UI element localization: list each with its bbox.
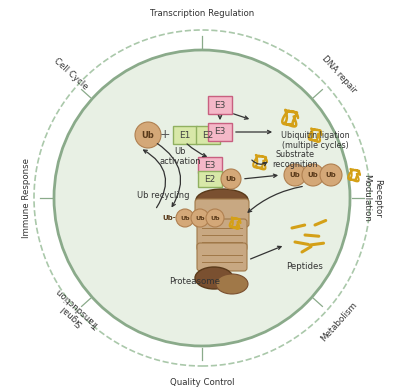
Circle shape (176, 209, 194, 227)
Text: Quality Control: Quality Control (170, 378, 234, 387)
Text: E3: E3 (204, 161, 216, 170)
Text: E3: E3 (214, 101, 226, 110)
Text: Ub: Ub (326, 172, 337, 178)
Text: Ub: Ub (290, 172, 301, 178)
Ellipse shape (196, 189, 248, 211)
Text: Peptides: Peptides (287, 262, 324, 271)
Text: Substrate
recognition: Substrate recognition (272, 150, 318, 169)
Text: Ub: Ub (180, 216, 190, 220)
Text: Ub: Ub (308, 172, 318, 178)
Text: E2: E2 (202, 131, 213, 140)
Text: DNA repair: DNA repair (320, 54, 358, 95)
Text: Ub: Ub (142, 131, 154, 140)
Text: Ub: Ub (226, 176, 237, 182)
FancyBboxPatch shape (208, 123, 232, 141)
Text: Transcription Regulation: Transcription Regulation (150, 9, 254, 18)
Text: E2: E2 (205, 174, 215, 184)
Text: E1: E1 (179, 131, 191, 140)
Text: E3: E3 (214, 128, 226, 136)
Text: +: + (160, 128, 171, 142)
Text: Ub: Ub (210, 216, 220, 220)
Text: Receptor
Modulation: Receptor Modulation (362, 174, 382, 222)
Text: Cell Cycle: Cell Cycle (52, 57, 90, 92)
Text: Ub recycling: Ub recycling (137, 190, 189, 200)
FancyBboxPatch shape (197, 219, 247, 251)
Text: Signal
Transduction: Signal Transduction (48, 285, 102, 337)
FancyBboxPatch shape (198, 157, 222, 173)
FancyBboxPatch shape (198, 171, 222, 187)
Circle shape (284, 164, 306, 186)
Text: Ubiquitin ligation
(multiple cycles): Ubiquitin ligation (multiple cycles) (281, 131, 349, 150)
Circle shape (320, 164, 342, 186)
FancyBboxPatch shape (195, 199, 249, 227)
Ellipse shape (216, 274, 248, 294)
Text: Ub: Ub (195, 216, 205, 220)
Text: Ub
activation: Ub activation (159, 147, 201, 167)
Circle shape (54, 50, 350, 346)
Circle shape (221, 169, 241, 189)
Circle shape (206, 209, 224, 227)
Circle shape (191, 209, 209, 227)
Text: Immune Response: Immune Response (22, 158, 31, 238)
FancyBboxPatch shape (173, 126, 197, 144)
Circle shape (302, 164, 324, 186)
Text: Ub-: Ub- (162, 215, 176, 221)
Text: Proteasome: Proteasome (170, 278, 220, 287)
FancyBboxPatch shape (196, 126, 220, 144)
FancyBboxPatch shape (197, 243, 247, 271)
FancyBboxPatch shape (208, 96, 232, 114)
Circle shape (135, 122, 161, 148)
Text: Metabolism: Metabolism (319, 300, 359, 343)
Ellipse shape (195, 267, 233, 289)
